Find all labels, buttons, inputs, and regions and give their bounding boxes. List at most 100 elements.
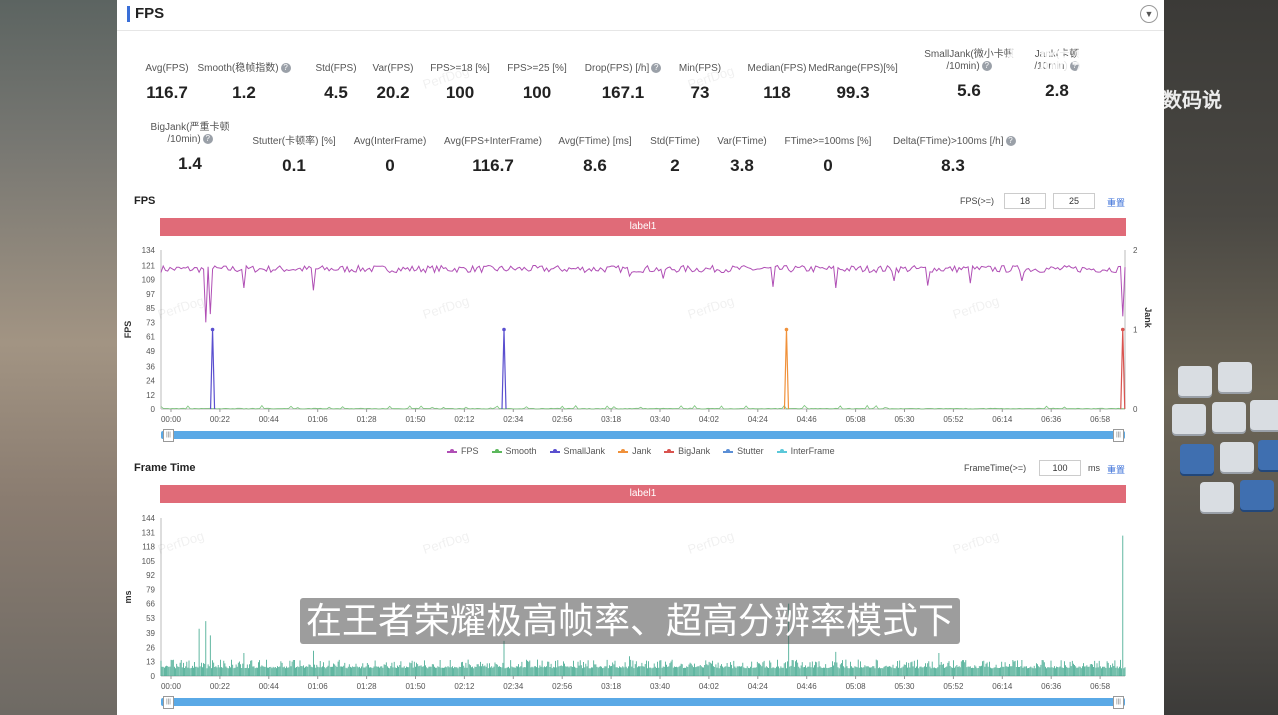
legend-item[interactable]: Stutter [723, 446, 764, 456]
fps-time-slider[interactable] [161, 431, 1125, 439]
x-tick-label: 01:50 [405, 682, 426, 691]
legend-marker-icon [447, 448, 457, 453]
x-tick-label: 06:58 [1090, 415, 1111, 424]
x-tick-label: 04:02 [699, 682, 720, 691]
stat-item: Smooth(稳帧指数)? 1.2 [184, 63, 304, 103]
x-tick-label: 02:56 [552, 682, 573, 691]
smooth-series-line [160, 404, 1126, 410]
stat-value: 3.8 [730, 156, 754, 175]
legend-item[interactable]: FPS [447, 446, 479, 456]
stat-value: 118 [763, 83, 791, 102]
legend-label: BigJank [678, 446, 711, 456]
stat-value: 5.6 [957, 81, 981, 100]
legend-label: FPS [461, 446, 479, 456]
frametime-time-slider[interactable] [161, 698, 1125, 706]
x-tick-label: 03:18 [601, 682, 622, 691]
frametime-threshold-input[interactable]: 100 [1039, 460, 1081, 476]
stat-item: Avg(InterFrame) 0 [330, 136, 450, 176]
fps-slider-handle-left[interactable]: ||| [163, 429, 174, 442]
stat-label-text: FPS>=18 [%] [430, 63, 490, 74]
stat-label-text: Avg(FTime) [ms] [558, 136, 632, 147]
frametime-slider-handle-right[interactable]: ||| [1113, 696, 1124, 709]
help-icon[interactable]: ? [981, 61, 992, 72]
stat-label-text-2: /10min) [167, 134, 201, 145]
y-tick-label: 121 [142, 261, 156, 270]
frametime-threshold-unit: ms [1088, 463, 1100, 473]
stat-label: FPS>=18 [%] [400, 63, 520, 75]
fps-reset-button[interactable]: 重置 [1107, 198, 1126, 208]
x-tick-label: 00:22 [210, 415, 231, 424]
stat-value: 1.4 [178, 154, 202, 173]
help-icon[interactable]: ? [280, 63, 291, 74]
x-tick-label: 03:40 [650, 415, 671, 424]
header-divider [117, 30, 1164, 31]
stat-label-text: Median(FPS) [747, 63, 807, 74]
x-tick-label: 02:56 [552, 415, 573, 424]
frametime-label-bar: label1 [160, 485, 1126, 503]
y-tick-label: 134 [142, 246, 156, 255]
background-left [0, 0, 117, 715]
x-tick-label: 02:34 [503, 415, 524, 424]
smalljank-point [210, 327, 215, 332]
x-tick-label: 02:12 [454, 682, 475, 691]
stat-item: Avg(FTime) [ms] 8.6 [535, 136, 655, 176]
x-tick-label: 06:36 [1041, 415, 1062, 424]
stat-label: FTime>=100ms [%] [768, 136, 888, 148]
x-tick-label: 00:44 [259, 682, 280, 691]
help-icon[interactable]: ? [202, 134, 213, 145]
y2-tick-label: 2 [1133, 246, 1138, 255]
stat-label-text-2: /10min) [1034, 61, 1068, 72]
stat-item: Stutter(卡顿率) [%] 0.1 [234, 136, 354, 176]
stat-label: Avg(FPS+InterFrame) [433, 136, 553, 148]
y-axis-label: FPS [123, 321, 133, 339]
stat-label-text: Smooth(稳帧指数) [197, 63, 279, 74]
legend-item[interactable]: InterFrame [776, 446, 835, 456]
fps-slider-handle-right[interactable]: ||| [1113, 429, 1124, 442]
x-tick-label: 05:52 [943, 415, 964, 424]
stat-label-text: Jank(卡顿 [1034, 49, 1080, 60]
stat-label: Avg(InterFrame) [330, 136, 450, 148]
legend-label: Stutter [737, 446, 764, 456]
y-tick-label: 61 [146, 333, 155, 342]
jank-spike [783, 329, 790, 410]
help-icon[interactable]: ? [651, 63, 662, 74]
fps-threshold-input-2[interactable]: 25 [1053, 193, 1095, 209]
legend-marker-icon [664, 448, 675, 453]
channel-brand: 视频号 [1005, 47, 1105, 83]
y-tick-label: 26 [146, 643, 155, 652]
legend-item[interactable]: SmallJank [549, 446, 605, 456]
x-tick-label: 05:52 [943, 682, 964, 691]
frametime-series [160, 535, 1126, 676]
y-tick-label: 12 [146, 391, 155, 400]
y-tick-label: 0 [151, 405, 156, 414]
frametime-reset-button[interactable]: 重置 [1107, 465, 1126, 475]
y-tick-label: 109 [142, 276, 156, 285]
legend-item[interactable]: Jank [618, 446, 651, 456]
x-tick-label: 06:58 [1090, 682, 1111, 691]
stat-item: Avg(FPS) 116.7 [117, 63, 227, 103]
stat-label-text: Min(FPS) [678, 63, 722, 74]
smalljank-spike [209, 329, 216, 410]
stat-value: 0 [385, 156, 395, 175]
stat-value: 100 [522, 83, 552, 102]
video-subtitle: 在王者荣耀极高帧率、超高分辨率模式下 [300, 598, 961, 644]
stat-label: Var(FTime) [682, 136, 802, 148]
x-tick-label: 01:06 [308, 415, 329, 424]
x-tick-label: 06:14 [992, 682, 1013, 691]
x-tick-label: 04:24 [748, 682, 769, 691]
stat-item: Var(FTime) 3.8 [682, 136, 802, 176]
legend-item[interactable]: Smooth [491, 446, 537, 456]
y-tick-label: 49 [146, 347, 155, 356]
legend-label: Jank [632, 446, 652, 456]
fps-threshold-input-1[interactable]: 18 [1004, 193, 1046, 209]
stat-label: Smooth(稳帧指数)? [184, 63, 304, 75]
stat-label-text: Delta(FTime)>100ms [/h] [893, 136, 1004, 147]
panel-title: FPS [135, 5, 165, 22]
help-icon[interactable]: ? [1069, 61, 1080, 72]
legend-item[interactable]: BigJank [664, 446, 710, 456]
help-icon[interactable]: ? [1005, 136, 1016, 147]
y-tick-label: 13 [146, 658, 155, 667]
stat-item: FTime>=100ms [%] 0 [768, 136, 888, 176]
frametime-slider-handle-left[interactable]: ||| [163, 696, 174, 709]
collapse-icon[interactable]: ▼ [1140, 5, 1158, 23]
